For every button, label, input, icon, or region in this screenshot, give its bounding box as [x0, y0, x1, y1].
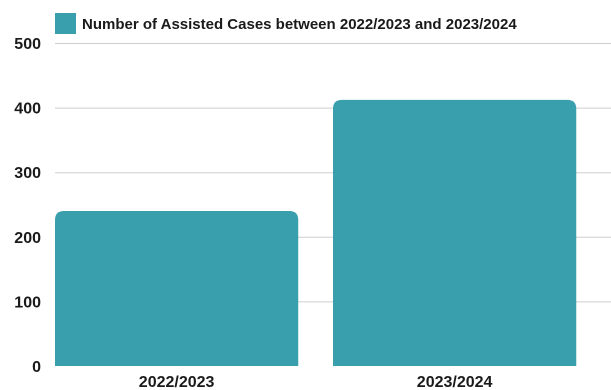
legend: Number of Assisted Cases between 2022/20… — [55, 13, 517, 34]
y-tick-label: 300 — [14, 165, 41, 182]
legend-label: Number of Assisted Cases between 2022/20… — [82, 16, 517, 33]
y-tick-label: 200 — [14, 230, 41, 247]
x-tick-label: 2022/2023 — [139, 374, 215, 390]
x-tick-label: 2023/2024 — [417, 374, 493, 390]
y-tick-label: 0 — [32, 359, 41, 376]
legend-swatch — [55, 13, 76, 34]
bar — [55, 210, 299, 366]
y-tick-label: 100 — [14, 294, 41, 311]
y-tick-label: 400 — [14, 101, 41, 118]
y-axis-ticks: 0 100 200 300 400 500 — [14, 36, 41, 376]
x-axis-labels: 2022/2023 2023/2024 — [139, 374, 493, 390]
bar — [333, 99, 577, 367]
bars — [55, 99, 577, 367]
y-tick-label: 500 — [14, 36, 41, 53]
